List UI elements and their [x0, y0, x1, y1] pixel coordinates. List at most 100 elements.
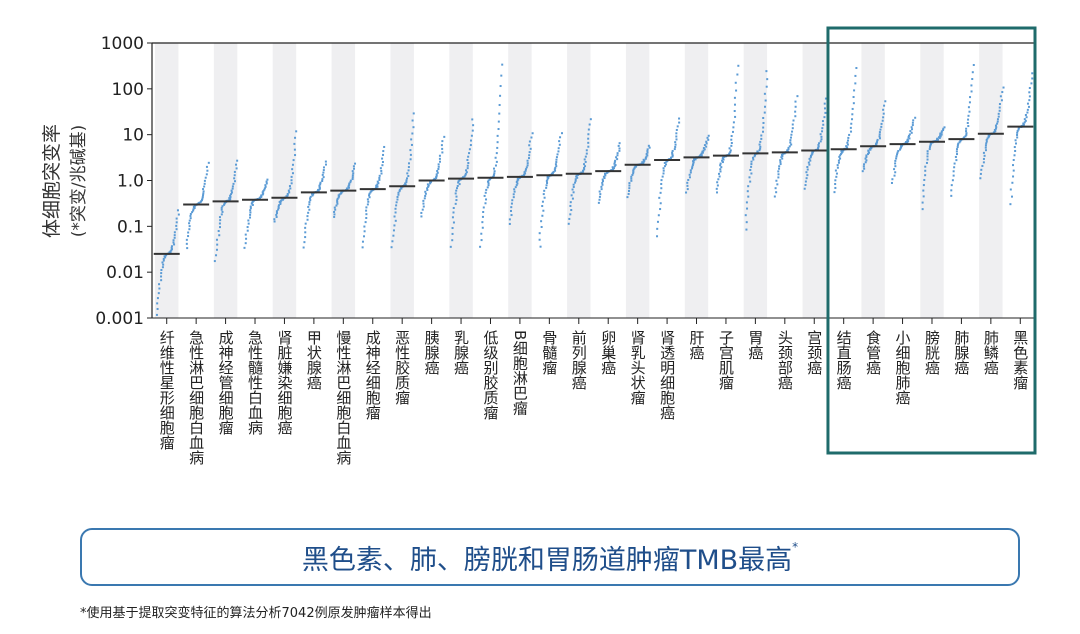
data-point — [480, 232, 483, 235]
data-point — [863, 163, 866, 166]
data-point — [557, 150, 560, 153]
data-point — [333, 215, 336, 218]
data-point — [952, 174, 955, 177]
data-point — [1024, 119, 1027, 122]
data-point — [235, 163, 238, 166]
data-point — [1026, 111, 1029, 114]
data-point — [484, 202, 487, 205]
data-point — [867, 149, 870, 152]
data-point — [170, 249, 173, 252]
data-point — [546, 181, 549, 184]
data-point — [716, 184, 719, 187]
data-point — [894, 165, 897, 168]
data-point — [205, 165, 208, 168]
data-point — [319, 181, 322, 184]
data-point — [819, 140, 822, 143]
data-point — [407, 175, 410, 178]
data-point — [963, 136, 966, 139]
x-tick-label: B细胞淋巴瘤 — [511, 330, 529, 415]
data-point — [264, 185, 267, 188]
data-point — [454, 192, 457, 195]
data-point — [278, 200, 281, 203]
data-point — [392, 234, 395, 237]
data-point — [835, 175, 838, 178]
data-point — [438, 157, 441, 160]
data-point — [498, 103, 501, 106]
data-point — [202, 188, 205, 191]
data-point — [540, 225, 543, 228]
data-point — [644, 157, 647, 160]
data-point — [691, 164, 694, 167]
data-point — [543, 189, 546, 192]
data-point — [220, 206, 223, 209]
data-point — [487, 184, 490, 187]
data-point — [433, 177, 436, 180]
data-point — [632, 172, 635, 175]
data-point — [407, 169, 410, 172]
data-point — [612, 167, 615, 170]
data-point — [1002, 86, 1005, 89]
data-point — [371, 189, 374, 192]
data-point — [922, 195, 925, 198]
category-points — [890, 116, 917, 184]
data-point — [673, 148, 676, 151]
data-point — [487, 182, 490, 185]
x-tick-label: 急性淋巴细胞白血病 — [187, 330, 205, 466]
data-point — [896, 153, 899, 156]
data-point — [840, 152, 843, 155]
data-point — [1026, 102, 1029, 105]
data-point — [824, 111, 827, 114]
data-point — [777, 176, 780, 179]
data-point — [189, 212, 192, 215]
data-point — [659, 202, 662, 205]
data-point — [411, 119, 414, 122]
data-point — [378, 176, 381, 179]
data-point — [855, 67, 858, 70]
data-point — [631, 173, 634, 176]
data-point — [940, 130, 943, 133]
data-point — [853, 89, 856, 92]
data-point — [308, 203, 311, 206]
data-point — [722, 155, 725, 158]
column-band — [920, 43, 944, 318]
data-point — [291, 163, 294, 166]
data-point — [882, 112, 885, 115]
data-point — [719, 170, 722, 173]
data-point — [436, 171, 439, 174]
category-points — [479, 63, 504, 248]
data-point — [971, 71, 974, 74]
data-point — [493, 172, 496, 175]
data-point — [671, 151, 674, 154]
data-point — [244, 242, 247, 245]
data-point — [1031, 72, 1034, 75]
data-point — [290, 179, 293, 182]
data-point — [587, 133, 590, 136]
data-point — [703, 148, 706, 151]
data-point — [1017, 128, 1020, 131]
data-point — [719, 168, 722, 171]
data-point — [957, 142, 960, 145]
banner-text: 黑色素、肺、膀胱和胃肠道肿瘤TMB最高 — [301, 544, 793, 576]
data-point — [351, 170, 354, 173]
data-point — [499, 85, 502, 88]
data-point — [412, 126, 415, 129]
x-tick-label: 黑色素瘤 — [1011, 330, 1029, 390]
data-point — [750, 163, 753, 166]
data-point — [630, 179, 633, 182]
data-point — [882, 116, 885, 119]
data-point — [781, 154, 784, 157]
data-point — [985, 140, 988, 143]
data-point — [834, 169, 837, 172]
data-point — [275, 210, 278, 213]
data-point — [576, 176, 579, 179]
data-point — [896, 151, 899, 154]
data-point — [496, 141, 499, 144]
data-point — [426, 188, 429, 191]
data-point — [319, 183, 322, 186]
data-point — [791, 123, 794, 126]
data-point — [611, 166, 614, 169]
data-point — [265, 180, 268, 183]
data-point — [928, 146, 931, 149]
data-point — [969, 96, 972, 99]
data-point — [878, 133, 881, 136]
